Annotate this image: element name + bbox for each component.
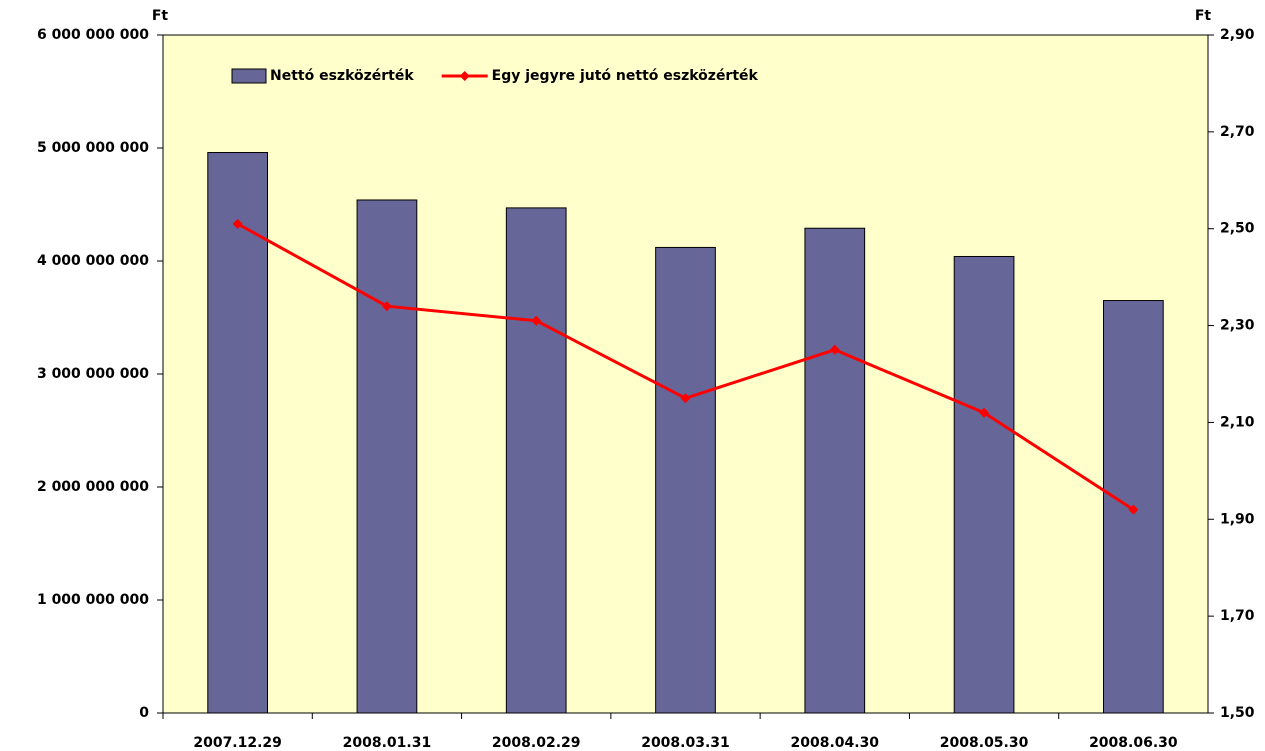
y2-tick-label: 1,90 (1220, 511, 1255, 527)
bar (356, 199, 418, 714)
x-tick-label: 2008.01.31 (343, 735, 432, 751)
y2-tick-label: 2,70 (1220, 124, 1255, 140)
y-tick-label: 0 (139, 705, 149, 721)
x-tick-label: 2008.04.30 (790, 735, 879, 751)
bar (655, 246, 716, 714)
bar (505, 207, 567, 714)
y-tick-label: 2 000 000 000 (37, 479, 149, 495)
y2-tick-label: 2,90 (1220, 27, 1255, 43)
y2-axis-label: Ft (1195, 8, 1212, 24)
marker (680, 393, 691, 404)
y2-tick-label: 2,30 (1220, 318, 1255, 334)
marker (979, 407, 990, 418)
y-tick-label: 4 000 000 000 (37, 253, 149, 269)
legend-swatch (231, 68, 267, 84)
y-tick-label: 3 000 000 000 (37, 366, 149, 382)
y-tick-label: 6 000 000 000 (37, 27, 149, 43)
x-tick-label: 2008.06.30 (1089, 735, 1178, 751)
x-tick-label: 2008.05.30 (940, 735, 1029, 751)
y-axis-label: Ft (152, 8, 169, 24)
x-tick-label: 2008.03.31 (641, 735, 730, 751)
marker (232, 218, 243, 229)
legend-label: Nettó eszközérték (270, 68, 414, 84)
legend-label: Egy jegyre jutó nettó eszközérték (492, 68, 759, 84)
legend-marker (459, 71, 470, 81)
y2-tick-label: 1,50 (1220, 705, 1255, 721)
marker (381, 301, 392, 312)
y2-tick-label: 2,50 (1220, 221, 1255, 237)
x-tick-label: 2007.12.29 (193, 735, 282, 751)
bar (207, 152, 269, 714)
x-tick-label: 2008.02.29 (492, 735, 581, 751)
marker (1128, 504, 1139, 515)
y2-tick-label: 1,70 (1220, 608, 1255, 624)
y-tick-label: 5 000 000 000 (37, 140, 149, 156)
y-tick-label: 1 000 000 000 (37, 592, 149, 608)
bar (953, 255, 1015, 714)
bar (804, 227, 866, 714)
y2-tick-label: 2,10 (1220, 414, 1255, 430)
marker (531, 315, 542, 326)
marker (829, 344, 840, 355)
